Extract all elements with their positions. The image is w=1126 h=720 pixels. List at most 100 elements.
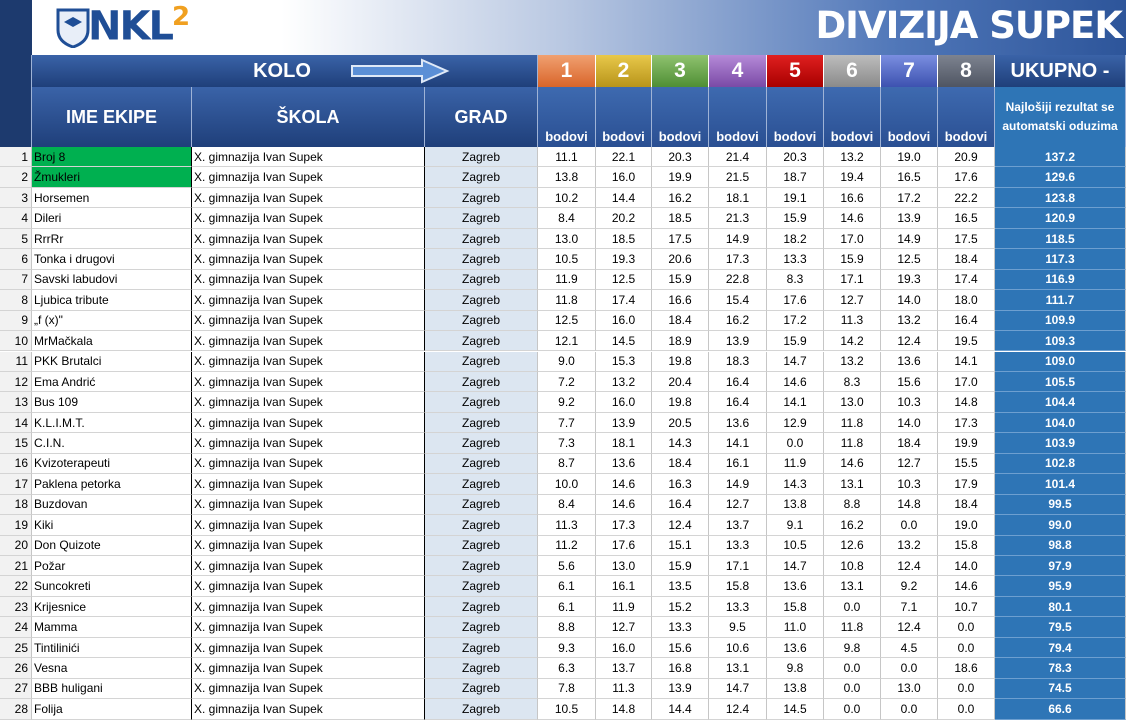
round-score: 12.5 [538, 310, 596, 332]
round-score: 0.0 [938, 637, 995, 659]
school: X. gimnazija Ivan Supek [192, 576, 425, 597]
round-score: 15.3 [596, 351, 652, 372]
row-number: 19 [0, 515, 32, 536]
round-score: 8.3 [824, 371, 881, 393]
city: Zagreb [425, 535, 538, 556]
row-number: 27 [0, 678, 32, 700]
city: Zagreb [425, 290, 538, 311]
round-score: 13.2 [596, 371, 652, 393]
city: Zagreb [425, 678, 538, 700]
kolo-arrow [351, 58, 450, 84]
team-name: Paklena petorka [32, 474, 192, 495]
round-score: 14.6 [767, 371, 824, 393]
round-score: 13.6 [709, 412, 767, 434]
total: 120.9 [995, 208, 1126, 229]
total: 109.3 [995, 331, 1126, 352]
round-score: 15.5 [938, 453, 995, 475]
round-score: 16.0 [596, 167, 652, 188]
total: 95.9 [995, 576, 1126, 597]
round-score: 16.4 [652, 494, 709, 516]
round-score: 14.7 [767, 351, 824, 372]
total: 79.4 [995, 637, 1126, 659]
city: Zagreb [425, 392, 538, 413]
round-score: 12.1 [538, 331, 596, 352]
team-name: PKK Brutalci [32, 351, 192, 372]
round-score: 19.9 [652, 167, 709, 188]
round-score: 13.3 [652, 617, 709, 638]
round-score: 11.9 [538, 269, 596, 291]
city: Zagreb [425, 208, 538, 229]
round-score: 18.4 [652, 310, 709, 332]
team-name: Tintilinići [32, 637, 192, 659]
total: 99.0 [995, 515, 1126, 536]
round-score: 10.5 [538, 249, 596, 270]
round-score: 12.7 [881, 453, 938, 475]
round-score: 0.0 [881, 658, 938, 679]
row-number: 9 [0, 310, 32, 332]
round-score: 17.2 [881, 187, 938, 209]
city: Zagreb [425, 453, 538, 475]
round-score: 20.4 [652, 371, 709, 393]
round-number: 7 [881, 55, 938, 87]
round-score: 11.9 [767, 453, 824, 475]
round-score: 5.6 [538, 556, 596, 577]
round-score: 18.4 [652, 453, 709, 475]
round-score: 14.3 [767, 474, 824, 495]
round-score: 13.0 [596, 556, 652, 577]
round-score: 9.8 [824, 637, 881, 659]
school: X. gimnazija Ivan Supek [192, 535, 425, 556]
round-score: 15.8 [767, 596, 824, 618]
round-score: 11.9 [596, 596, 652, 618]
title: DIVIZIJA SUPEK [815, 4, 1123, 47]
team-name: Kiki [32, 515, 192, 536]
round-score: 11.8 [824, 433, 881, 454]
team-name: Savski labudovi [32, 269, 192, 291]
row-number: 12 [0, 371, 32, 393]
round-score: 14.6 [596, 494, 652, 516]
round-score: 9.1 [767, 515, 824, 536]
round-score: 13.6 [767, 576, 824, 597]
team-name: BBB huligani [32, 678, 192, 700]
round-score: 10.3 [881, 392, 938, 413]
round-score: 10.3 [881, 474, 938, 495]
total: 66.6 [995, 699, 1126, 720]
round-score: 14.6 [938, 576, 995, 597]
round-score: 8.4 [538, 208, 596, 229]
round-score: 17.3 [596, 515, 652, 536]
round-score: 18.6 [938, 658, 995, 679]
round-score: 12.7 [709, 494, 767, 516]
round-score: 14.1 [767, 392, 824, 413]
school: X. gimnazija Ivan Supek [192, 310, 425, 332]
round-score: 16.5 [881, 167, 938, 188]
city: Zagreb [425, 310, 538, 332]
round-number: 4 [709, 55, 767, 87]
round-score: 13.3 [709, 596, 767, 618]
school: X. gimnazija Ivan Supek [192, 474, 425, 495]
team-name: Bus 109 [32, 392, 192, 413]
round-score: 7.7 [538, 412, 596, 434]
round-score: 15.8 [709, 576, 767, 597]
round-score: 21.4 [709, 147, 767, 168]
round-score: 14.9 [881, 228, 938, 250]
row-number: 23 [0, 596, 32, 618]
round-score: 9.3 [538, 637, 596, 659]
round-score: 16.0 [596, 392, 652, 413]
round-score: 16.4 [709, 392, 767, 413]
round-score: 13.8 [767, 494, 824, 516]
round-score: 16.2 [652, 187, 709, 209]
round-score: 6.1 [538, 596, 596, 618]
round-score: 17.2 [767, 310, 824, 332]
school: X. gimnazija Ivan Supek [192, 331, 425, 352]
team-name: Mamma [32, 617, 192, 638]
row-number: 21 [0, 556, 32, 577]
total: 79.5 [995, 617, 1126, 638]
school: X. gimnazija Ivan Supek [192, 515, 425, 536]
team-name: C.I.N. [32, 433, 192, 454]
round-score: 12.4 [881, 617, 938, 638]
team-name: Kvizoterapeuti [32, 453, 192, 475]
round-score: 15.9 [767, 208, 824, 229]
round-number: 3 [652, 55, 709, 87]
team-name: Požar [32, 556, 192, 577]
round-number: 1 [538, 55, 596, 87]
round-score: 20.6 [652, 249, 709, 270]
